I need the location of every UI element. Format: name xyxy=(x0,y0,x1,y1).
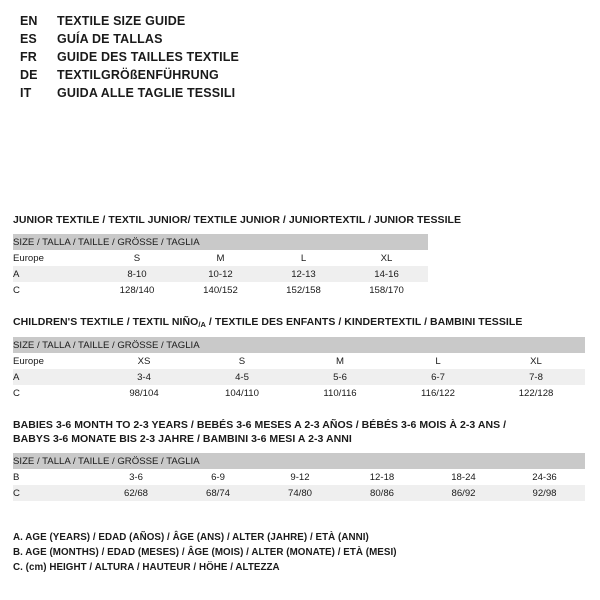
size-table-children: SIZE / TALLA / TAILLE / GRÖSSE / TAGLIA … xyxy=(13,337,586,401)
row-label: A xyxy=(13,266,95,282)
cell-value: 98/104 xyxy=(95,385,193,401)
cell-value: 104/110 xyxy=(193,385,291,401)
cell-value: 74/80 xyxy=(259,485,341,501)
section-title-babies-line1: BABIES 3-6 MONTH TO 2-3 YEARS / BEBÉS 3-… xyxy=(13,419,507,431)
guide-title-fr: GUIDE DES TAILLES TEXTILE xyxy=(57,50,240,64)
cell-value: 6-9 xyxy=(177,469,259,485)
language-code-en: EN xyxy=(20,14,38,28)
section-childrens-textile: CHILDREN'S TEXTILE / TEXTIL NIÑO/A / TEX… xyxy=(13,315,586,401)
language-code-fr: FR xyxy=(20,50,37,64)
cell-value: 92/98 xyxy=(504,485,586,501)
cell-value: 10-12 xyxy=(179,266,262,282)
height-measurement-figure: C xyxy=(440,0,600,215)
row-label: Europe xyxy=(13,250,95,266)
section-title-children-part2: / TEXTILE DES ENFANTS / KINDERTEXTIL / B… xyxy=(205,316,523,328)
cell-value: 116/122 xyxy=(389,385,487,401)
table-row: A 8-10 10-12 12-13 14-16 xyxy=(13,266,429,282)
table-row: A 3-4 4-5 5-6 6-7 7-8 xyxy=(13,369,586,385)
language-row-it: IT GUIDA ALLE TAGLIE TESSILI xyxy=(20,86,420,104)
language-row-fr: FR GUIDE DES TAILLES TEXTILE xyxy=(20,50,420,68)
cell-value: M xyxy=(179,250,262,266)
table-header-row: SIZE / TALLA / TAILLE / GRÖSSE / TAGLIA xyxy=(13,337,586,353)
legend-line-a: A. AGE (YEARS) / EDAD (AÑOS) / ÂGE (ANS)… xyxy=(13,532,369,543)
language-header-block: EN TEXTILE SIZE GUIDE ES GUÍA DE TALLAS … xyxy=(20,14,420,104)
section-junior-textile: JUNIOR TEXTILE / TEXTIL JUNIOR/ TEXTILE … xyxy=(13,213,461,298)
cell-value: 3-6 xyxy=(95,469,177,485)
size-header-label: SIZE / TALLA / TAILLE / GRÖSSE / TAGLIA xyxy=(13,234,429,250)
size-table-babies: SIZE / TALLA / TAILLE / GRÖSSE / TAGLIA … xyxy=(13,453,586,501)
section-title-junior: JUNIOR TEXTILE / TEXTIL JUNIOR/ TEXTILE … xyxy=(13,214,462,226)
guide-title-de: TEXTILGRÖßENFÜHRUNG xyxy=(57,68,219,82)
language-row-es: ES GUÍA DE TALLAS xyxy=(20,32,420,50)
table-row: B 3-6 6-9 9-12 12-18 18-24 24-36 xyxy=(13,469,586,485)
language-row-de: DE TEXTILGRÖßENFÜHRUNG xyxy=(20,68,420,86)
language-code-it: IT xyxy=(20,86,32,100)
cell-value: XL xyxy=(487,353,586,369)
legend-line-b: B. AGE (MONTHS) / EDAD (MESES) / ÂGE (MO… xyxy=(13,547,397,558)
cell-value: 110/116 xyxy=(291,385,389,401)
cell-value: L xyxy=(262,250,345,266)
language-code-es: ES xyxy=(20,32,37,46)
cell-value: 68/74 xyxy=(177,485,259,501)
cell-value: 158/170 xyxy=(345,282,429,298)
table-row: Europe S M L XL xyxy=(13,250,429,266)
cell-value: 86/92 xyxy=(423,485,504,501)
table-header-row: SIZE / TALLA / TAILLE / GRÖSSE / TAGLIA xyxy=(13,453,586,469)
cell-value: 9-12 xyxy=(259,469,341,485)
section-title-children-subscript: /A xyxy=(198,320,206,329)
cell-value: L xyxy=(389,353,487,369)
cell-value: 12-18 xyxy=(341,469,423,485)
size-table-junior: SIZE / TALLA / TAILLE / GRÖSSE / TAGLIA … xyxy=(13,234,429,298)
cell-value: 122/128 xyxy=(487,385,586,401)
cell-value: 140/152 xyxy=(179,282,262,298)
cell-value: 8-10 xyxy=(95,266,179,282)
section-babies-textile: BABIES 3-6 MONTH TO 2-3 YEARS / BEBÉS 3-… xyxy=(13,418,586,501)
guide-title-it: GUIDA ALLE TAGLIE TESSILI xyxy=(57,86,236,100)
table-row: C 62/68 68/74 74/80 80/86 86/92 92/98 xyxy=(13,485,586,501)
size-header-label: SIZE / TALLA / TAILLE / GRÖSSE / TAGLIA xyxy=(13,337,586,353)
cell-value: 18-24 xyxy=(423,469,504,485)
section-title-babies-line2: BABYS 3-6 MONATE BIS 2-3 JAHRE / BAMBINI… xyxy=(13,433,352,445)
legend-line-c: C. (cm) HEIGHT / ALTURA / HAUTEUR / HÖHE… xyxy=(13,562,280,573)
table-header-row: SIZE / TALLA / TAILLE / GRÖSSE / TAGLIA xyxy=(13,234,429,250)
guide-title-es: GUÍA DE TALLAS xyxy=(57,32,163,46)
cell-value: 14-16 xyxy=(345,266,429,282)
row-label: B xyxy=(13,469,95,485)
guide-title-en: TEXTILE SIZE GUIDE xyxy=(57,14,186,28)
table-row: C 98/104 104/110 110/116 116/122 122/128 xyxy=(13,385,586,401)
row-label: Europe xyxy=(13,353,95,369)
cell-value: 5-6 xyxy=(291,369,389,385)
cell-value: 24-36 xyxy=(504,469,586,485)
cell-value: 12-13 xyxy=(262,266,345,282)
section-title-children-part1: CHILDREN'S TEXTILE / TEXTIL NIÑO xyxy=(13,316,199,328)
cell-value: 62/68 xyxy=(95,485,177,501)
row-label: C xyxy=(13,385,95,401)
row-label: A xyxy=(13,369,95,385)
language-code-de: DE xyxy=(20,68,38,82)
cell-value: 4-5 xyxy=(193,369,291,385)
measurement-legend: A. AGE (YEARS) / EDAD (AÑOS) / ÂGE (ANS)… xyxy=(13,530,573,575)
cell-value: 128/140 xyxy=(95,282,179,298)
size-header-label: SIZE / TALLA / TAILLE / GRÖSSE / TAGLIA xyxy=(13,453,586,469)
cell-value: S xyxy=(95,250,179,266)
cell-value: M xyxy=(291,353,389,369)
cell-value: XL xyxy=(345,250,429,266)
section-title-children: CHILDREN'S TEXTILE / TEXTIL NIÑO/A / TEX… xyxy=(13,315,585,330)
table-row: C 128/140 140/152 152/158 158/170 xyxy=(13,282,429,298)
language-row-en: EN TEXTILE SIZE GUIDE xyxy=(20,14,420,32)
table-row: Europe XS S M L XL xyxy=(13,353,586,369)
cell-value: 152/158 xyxy=(262,282,345,298)
row-label: C xyxy=(13,282,95,298)
cell-value: 7-8 xyxy=(487,369,586,385)
cell-value: S xyxy=(193,353,291,369)
cell-value: 80/86 xyxy=(341,485,423,501)
cell-value: XS xyxy=(95,353,193,369)
cell-value: 6-7 xyxy=(389,369,487,385)
cell-value: 3-4 xyxy=(95,369,193,385)
row-label: C xyxy=(13,485,95,501)
